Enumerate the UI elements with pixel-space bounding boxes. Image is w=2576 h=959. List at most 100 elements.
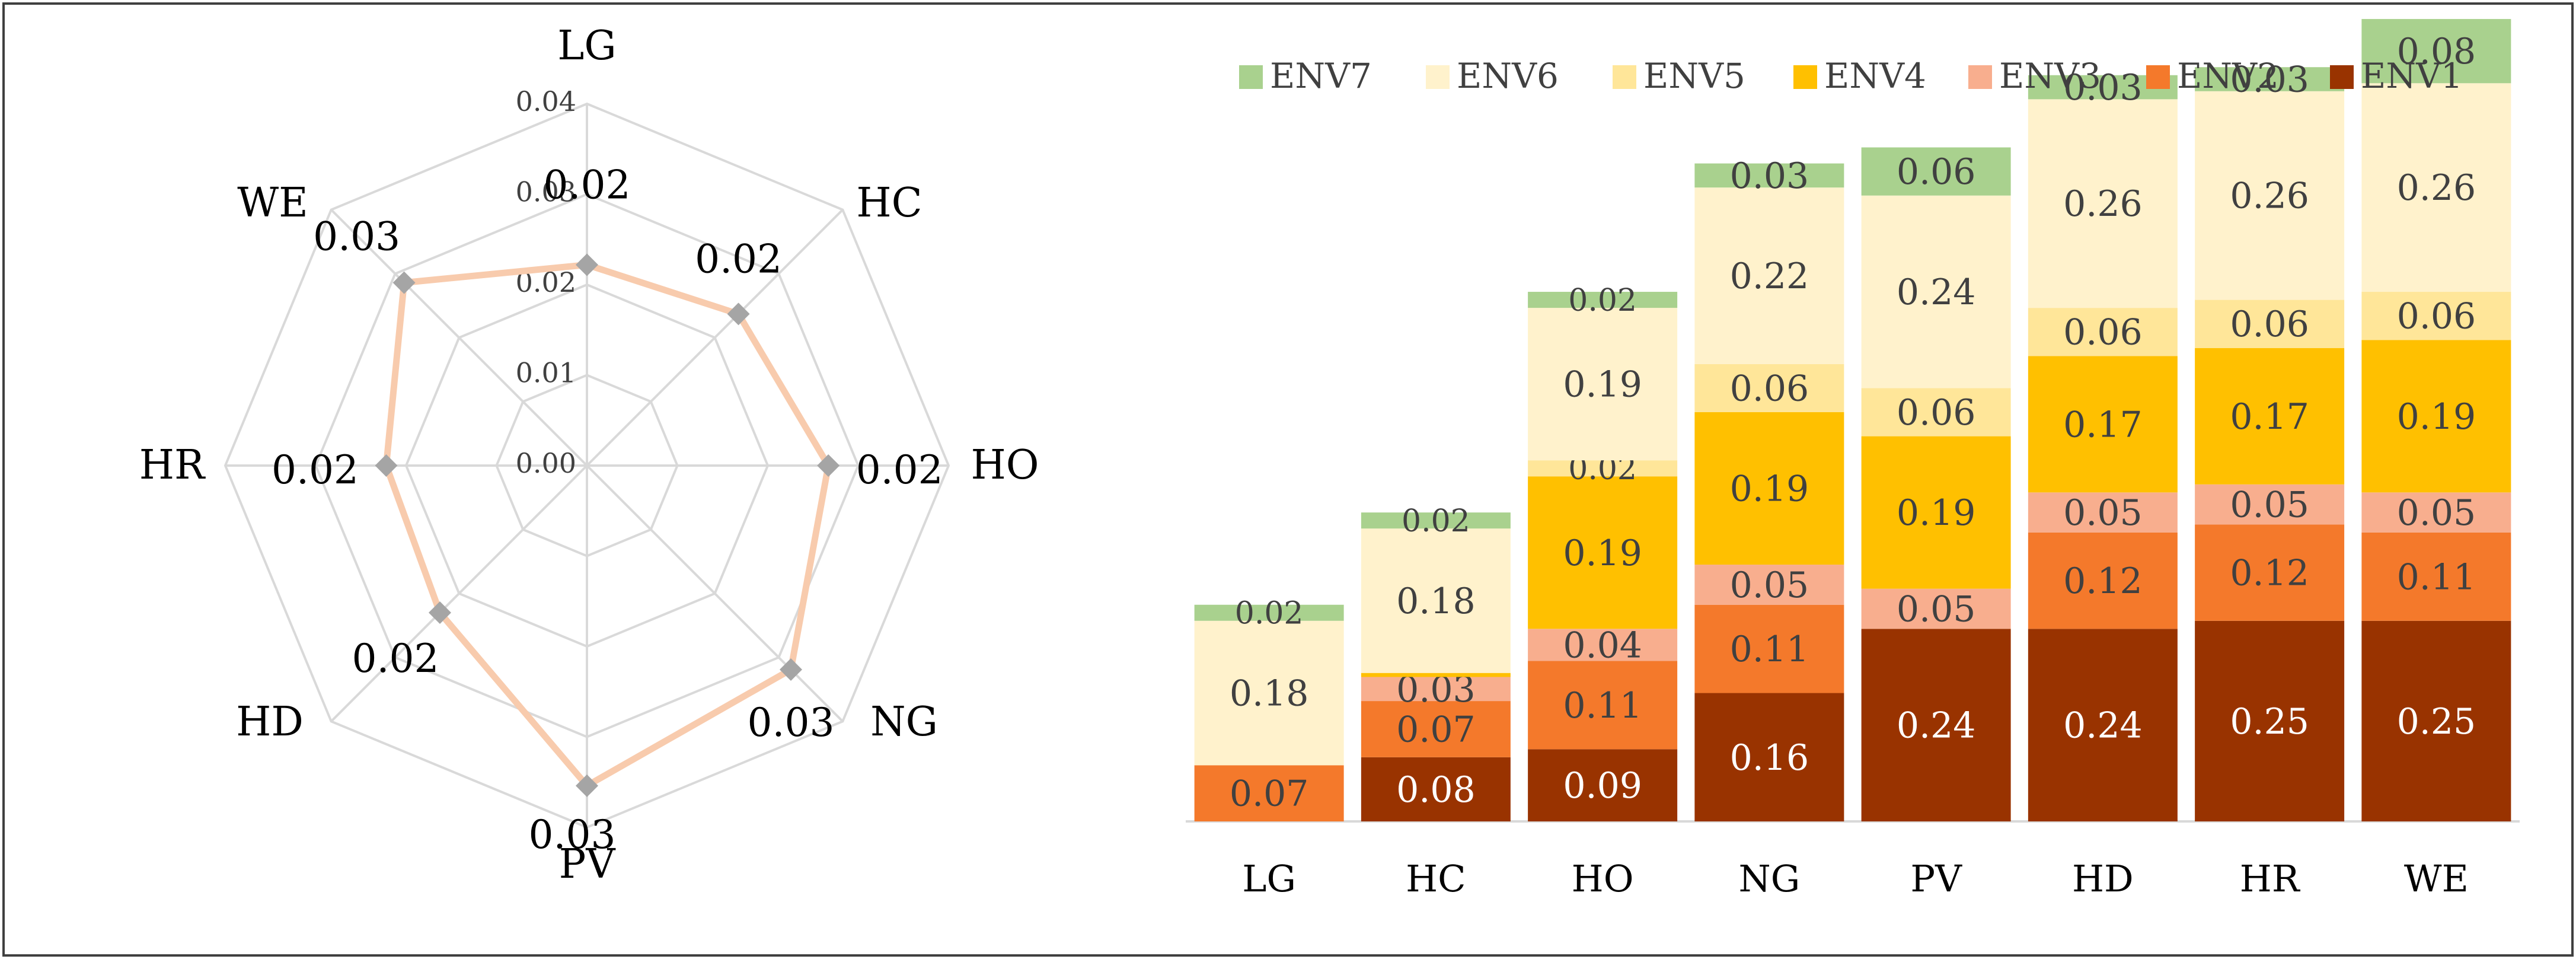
bar-segment	[1361, 757, 1511, 821]
bar-segment	[1528, 308, 1678, 461]
legend-label: ENV7	[1270, 56, 1372, 96]
bar-segment	[2361, 292, 2511, 340]
radar-data-label: 0.03	[529, 812, 616, 858]
bar-segment	[1361, 512, 1511, 529]
radar-marker	[576, 774, 598, 797]
bar-data-label: 0.08	[2397, 31, 2476, 72]
x-tick-label: LG	[1242, 857, 1296, 900]
radar-spoke	[330, 464, 588, 722]
radar-category-label: PV	[559, 841, 617, 888]
bar-data-label: 0.07	[1230, 773, 1309, 815]
radar-tick-label: 0.00	[516, 447, 576, 479]
bar-segment	[1694, 565, 1844, 605]
bar-data-label: 0.06	[2397, 296, 2476, 337]
bar-data-label: 0.24	[1897, 705, 1976, 747]
bar-segment	[1861, 629, 2011, 821]
bar-segment	[1528, 292, 1678, 308]
bar-segment	[2028, 99, 2178, 308]
radar-category-label: HR	[139, 442, 206, 489]
bar-segment	[2195, 91, 2345, 300]
radar-spoke	[586, 209, 844, 467]
x-tick-label: HD	[2072, 857, 2134, 900]
bar-data-label: 0.25	[2230, 701, 2309, 743]
bar-segment	[1528, 476, 1678, 629]
radar-marker	[392, 271, 416, 294]
bar-data-label: 0.17	[2230, 396, 2309, 438]
radar-tick-label: 0.01	[516, 357, 576, 389]
bar-data-label: 0.05	[1897, 588, 1976, 630]
bar-segment	[1361, 677, 1511, 702]
bar-data-label: 0.26	[2063, 183, 2143, 225]
radar-marker	[428, 601, 451, 625]
bar-data-label: 0.05	[2063, 492, 2143, 534]
bar-segment	[2195, 67, 2345, 91]
radar-category-label: LG	[557, 23, 616, 69]
bar-segment	[1694, 187, 1844, 364]
legend-swatch	[1239, 65, 1263, 89]
radar-chart: 0.000.010.020.030.040.020.020.020.030.03…	[139, 23, 1039, 888]
bar-data-label: 0.02	[1402, 504, 1470, 539]
bar-segment	[1694, 364, 1844, 412]
bar-data-label: 0.03	[2063, 67, 2143, 109]
x-tick-label: HO	[1572, 857, 1634, 900]
legend-swatch	[1613, 65, 1636, 89]
bar-data-label: 0.06	[2063, 312, 2143, 353]
bar-segment	[1861, 436, 2011, 589]
radar-marker	[727, 302, 750, 326]
bar-data-label: 0.18	[1230, 673, 1309, 715]
legend-swatch	[2146, 65, 2170, 89]
bar-data-label: 0.19	[2397, 396, 2476, 438]
bar-segment	[1528, 749, 1678, 821]
bar-data-label: 0.05	[1730, 565, 1809, 606]
radar-marker	[375, 454, 398, 477]
radar-data-label: 0.02	[352, 636, 439, 681]
radar-data-label: 0.02	[544, 162, 631, 208]
bar-data-label: 0.22	[1730, 256, 1809, 297]
bar-data-label: 0.08	[1396, 769, 1476, 811]
bar-segment	[1361, 701, 1511, 757]
x-tick-label: PV	[1910, 857, 1962, 900]
bar-data-label: 0.04	[1563, 625, 1642, 666]
bar-data-label: 0.16	[1730, 737, 1809, 779]
bar-data-label: 0.06	[1730, 368, 1809, 409]
bar-data-label: 0.19	[1897, 492, 1976, 534]
bar-data-label: 0.05	[2230, 485, 2309, 526]
radar-data-label: 0.03	[748, 700, 835, 745]
bar-segment	[2361, 620, 2511, 821]
radar-category-label: HC	[856, 180, 922, 227]
bar-segment	[2195, 620, 2345, 821]
bar-segment	[1361, 673, 1511, 677]
bar-data-label: 0.06	[1897, 151, 1976, 193]
bar-segment	[1194, 620, 1344, 766]
radar-marker	[779, 658, 802, 681]
bar-data-label: 0.02	[1568, 283, 1637, 318]
legend-label: ENV5	[1643, 56, 1745, 96]
radar-data-label: 0.02	[695, 236, 782, 282]
bar-data-label: 0.03	[2230, 59, 2309, 101]
bar-data-label: 0.05	[2397, 492, 2476, 534]
bar-segment	[1528, 661, 1678, 750]
bar-data-label: 0.03	[1730, 155, 1809, 197]
legend-swatch	[1968, 65, 1992, 89]
bar-data-label: 0.19	[1563, 364, 1642, 406]
bar-data-label: 0.24	[2063, 705, 2143, 747]
bar-data-label: 0.19	[1730, 469, 1809, 510]
x-tick-label: WE	[2404, 857, 2469, 900]
bar-data-label: 0.17	[2063, 404, 2143, 445]
bar-segment	[2028, 308, 2178, 356]
bar-data-label: 0.12	[2230, 553, 2309, 594]
bar-data-label: 0.18	[1396, 581, 1476, 622]
bar-segment	[2028, 532, 2178, 629]
x-tick-label: NG	[1738, 857, 1800, 900]
legend-label: ENV1	[2361, 56, 2463, 96]
radar-category-label: NG	[870, 699, 938, 745]
bar-data-label: 0.07	[1396, 709, 1476, 750]
bar-segment	[2195, 484, 2345, 525]
bar-segment	[2361, 532, 2511, 621]
bar-data-label: 0.11	[1563, 685, 1642, 727]
bar-segment	[2361, 492, 2511, 533]
bar-segment	[2028, 629, 2178, 821]
bar-segment	[1528, 629, 1678, 661]
bar-segment	[1528, 460, 1678, 477]
